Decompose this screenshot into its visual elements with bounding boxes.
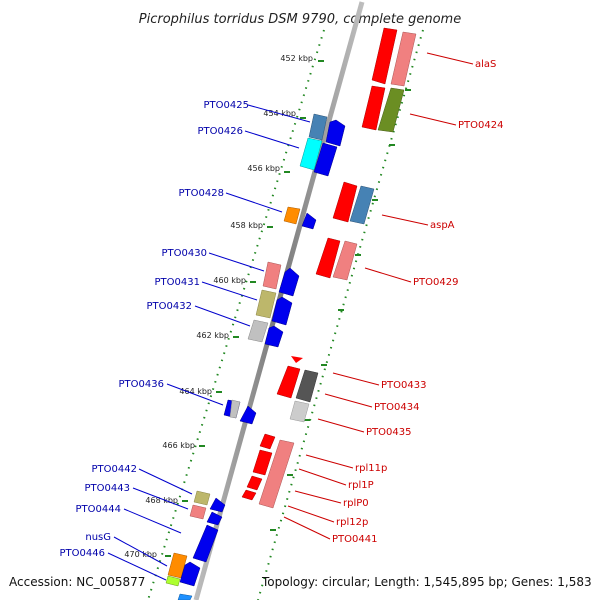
gene-label: PTO0434 — [374, 402, 419, 413]
reverse-strand-genes — [241, 27, 417, 509]
accession-text: Accession: NC_005877 — [9, 575, 145, 589]
gene-label: PTO0443 — [85, 483, 130, 494]
tick-label: 452 kbp — [280, 54, 313, 63]
gene-PTO0433 — [276, 365, 301, 399]
gene-label: PTO0436 — [119, 379, 164, 390]
tick-label: 468 kbp — [145, 496, 178, 505]
gene-PTO0430 — [262, 261, 282, 290]
gene-PTO0431 — [255, 289, 277, 319]
left-ruler — [147, 29, 325, 600]
gene-PTO0441 — [258, 439, 295, 509]
gene-label: PTO0425 — [204, 100, 249, 111]
gene-PTO0434 — [295, 369, 319, 403]
gene-PTO0432-comp — [264, 325, 284, 348]
gene-PTO0429-comp — [332, 240, 358, 281]
map-title: Picrophilus torridus DSM 9790, complete … — [139, 12, 461, 27]
left-labels: PTO0425 PTO0426 PTO0428 PTO0430 PTO0431 … — [60, 100, 249, 559]
right-callout-lines — [283, 52, 474, 540]
gene-label: PTO0424 — [458, 120, 503, 131]
gene-label: PTO0429 — [413, 277, 458, 288]
gene-PTO0446 — [165, 575, 181, 587]
gene-PTO0444 — [192, 524, 219, 563]
tick-label: 462 kbp — [196, 331, 229, 340]
gene-label: nusG — [85, 532, 111, 543]
gene-label: PTO0435 — [366, 427, 411, 438]
gene-PTO0428-comp — [301, 212, 317, 230]
gene-PTO0425 — [308, 113, 328, 141]
gene-label: alaS — [475, 59, 496, 70]
gene-PTO0430-comp — [278, 267, 300, 297]
tick-marks — [165, 60, 324, 557]
gene-PTO0433-arrow — [291, 356, 303, 363]
gene-label: PTO0444 — [76, 504, 121, 515]
gene-label: rpl11p — [355, 463, 387, 474]
gene-PTO0429 — [315, 237, 341, 279]
gene-label: rpl1P — [348, 480, 374, 491]
tick-marks-right — [270, 89, 411, 531]
gene-rpl11p — [259, 433, 276, 450]
gene-rplP0 — [246, 475, 263, 491]
gene-label: rplP0 — [343, 498, 369, 509]
gene-PTO0435 — [289, 400, 310, 423]
gene-nusG-comp — [179, 561, 201, 587]
gene-aspA-comp — [349, 185, 375, 225]
tick-label: 458 kbp — [230, 221, 263, 230]
gene-PTO0443 — [189, 504, 207, 520]
tick-label: 464 kbp — [179, 387, 212, 396]
right-ruler — [257, 29, 424, 600]
gene-PTO0428 — [283, 206, 301, 225]
gene-label: PTO0442 — [92, 464, 137, 475]
gene-PTO0442 — [193, 490, 211, 506]
gene-PTO0431-comp — [271, 296, 293, 326]
gene-label: PTO0431 — [155, 277, 200, 288]
gene-PTO0442-comp — [209, 497, 226, 513]
gene-label: aspA — [430, 220, 455, 231]
gene-label: PTO0426 — [198, 126, 243, 137]
gene-PTO0426 — [299, 137, 323, 171]
gene-PTO0443-comp — [206, 511, 223, 526]
tick-label: 456 kbp — [247, 164, 280, 173]
gene-PTO0432 — [247, 319, 269, 343]
gene-PTO0437 — [239, 405, 257, 425]
tick-label: 466 kbp — [162, 441, 195, 450]
gene-rpl1P — [252, 449, 273, 476]
gene-label: PTO0430 — [162, 248, 207, 259]
gene-label: PTO0432 — [147, 301, 192, 312]
topology-text: Topology: circular; Length: 1,545,895 bp… — [261, 575, 592, 589]
gene-alaS-comp — [390, 31, 417, 87]
gene-PTO0425-comp — [325, 119, 346, 147]
gene-label: PTO0446 — [60, 548, 105, 559]
gene-rpl12p — [241, 489, 257, 501]
gene-PTO0424 — [361, 85, 386, 131]
gene-PTO0447 — [177, 593, 193, 600]
gene-PTO0424-comp — [377, 87, 405, 133]
left-callout-lines — [107, 104, 311, 581]
right-labels: alaS PTO0424 aspA PTO0429 PTO0433 PTO043… — [332, 59, 503, 545]
gene-alaS — [371, 27, 398, 85]
tick-label: 460 kbp — [213, 276, 246, 285]
gene-label: PTO0433 — [381, 380, 426, 391]
gene-label: rpl12p — [336, 517, 368, 528]
gene-label: PTO0441 — [332, 534, 377, 545]
gene-aspA — [332, 181, 358, 223]
forward-strand-genes — [165, 113, 346, 600]
gene-label: PTO0428 — [179, 188, 224, 199]
gene-PTO0436-comp — [229, 399, 241, 419]
gene-PTO0426-comp — [313, 142, 338, 177]
tick-label: 470 kbp — [124, 550, 157, 559]
